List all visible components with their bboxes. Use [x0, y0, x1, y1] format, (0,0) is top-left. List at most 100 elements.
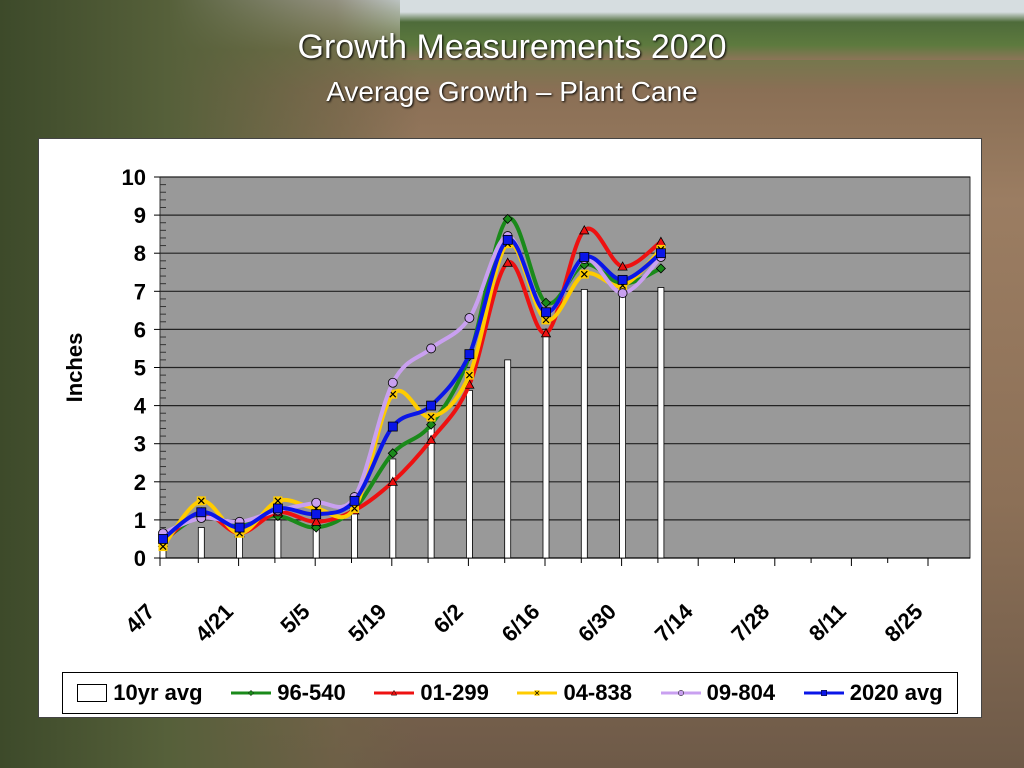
x-tick-label: 6/30	[573, 599, 621, 647]
point-96-540	[502, 213, 513, 224]
legend-label: 09-804	[706, 680, 776, 705]
bar-10yr-avg	[389, 458, 397, 559]
series-2020-avg	[158, 234, 666, 544]
x-tick-label: 6/16	[497, 599, 545, 647]
point-2020-avg	[387, 421, 398, 432]
y-tick-label: 3	[134, 432, 146, 457]
point-01-299	[540, 327, 552, 338]
legend-label: 2020 avg	[849, 680, 943, 705]
legend-item-01-299: 01-299	[374, 680, 489, 706]
point-04-838-cross	[465, 371, 473, 379]
bar-10yr-avg	[657, 287, 665, 559]
legend-marker-shape	[820, 690, 827, 696]
point-04-838-cross	[580, 270, 588, 278]
bar-10yr-avg	[542, 332, 550, 559]
point-2020-avg	[502, 234, 513, 245]
point-96-540	[387, 448, 398, 459]
y-tick-label: 6	[134, 317, 146, 342]
legend-label: 01-299	[420, 680, 489, 705]
legend-marker-shape	[248, 689, 255, 697]
legend-marker	[248, 689, 255, 697]
point-96-540	[426, 419, 437, 430]
legend-marker	[391, 689, 398, 696]
point-04-838-cross	[197, 497, 205, 505]
point-2020-avg	[617, 274, 628, 285]
x-tick-label: 5/5	[275, 599, 314, 638]
bar-10yr-avg	[351, 511, 358, 559]
legend-marker-shape	[677, 690, 684, 696]
line-swatch-icon	[374, 689, 415, 696]
chart-legend: 10yr avg 96-540 01-299 04-838 09-804 202…	[62, 672, 958, 714]
point-09-804	[311, 497, 322, 508]
y-tick-label: 9	[134, 203, 146, 228]
x-tick-label: 5/19	[343, 599, 391, 647]
y-tick-label: 7	[134, 279, 146, 304]
x-tick-label: 4/21	[190, 599, 238, 647]
legend-item-96-540: 96-540	[231, 680, 346, 706]
point-2020-avg	[311, 509, 322, 520]
background-tree-line	[400, 0, 1024, 60]
point-2020-avg	[349, 495, 360, 506]
legend-label: 10yr avg	[113, 680, 203, 705]
legend-item-10yr-avg: 10yr avg	[77, 680, 203, 706]
line-swatch-icon	[231, 689, 272, 697]
x-tick-label: 8/25	[880, 599, 928, 647]
x-tick-label: 6/2	[429, 599, 468, 638]
point-2020-avg	[158, 534, 168, 544]
point-01-299	[617, 261, 628, 271]
point-04-838-cross	[427, 413, 435, 421]
legend-item-2020-avg: 2020 avg	[803, 680, 943, 706]
y-tick-label: 2	[134, 470, 146, 495]
line-swatch-icon	[660, 690, 701, 696]
bar-10yr-avg	[236, 534, 244, 559]
point-96-540	[655, 263, 666, 274]
bar-10yr-avg	[580, 288, 588, 559]
legend-label: 96-540	[277, 680, 346, 705]
point-04-838-cross	[351, 505, 358, 512]
point-09-804	[387, 377, 398, 388]
point-96-540	[540, 297, 552, 308]
x-tick-label: 8/11	[804, 599, 851, 646]
x-tick-label: 4/7	[120, 599, 159, 638]
slide-title: Growth Measurements 2020	[297, 28, 727, 66]
bar-10yr-avg	[197, 527, 205, 559]
y-tick-label: 1	[134, 508, 146, 533]
point-04-838-cross	[159, 543, 167, 550]
bar-swatch-icon	[77, 684, 108, 702]
legend-marker	[677, 690, 684, 696]
point-09-804	[426, 343, 437, 354]
point-04-838-cross	[542, 316, 550, 324]
line-swatch-icon	[517, 690, 558, 696]
point-2020-avg	[234, 522, 245, 533]
point-2020-avg	[272, 503, 283, 514]
point-01-299	[387, 476, 398, 486]
x-tick-label: 7/28	[726, 599, 774, 647]
point-01-299	[425, 434, 437, 444]
legend-marker	[534, 690, 541, 696]
legend-label: 04-838	[563, 680, 632, 705]
y-tick-label: 0	[134, 546, 146, 571]
point-2020-avg	[196, 507, 207, 518]
y-tick-label: 8	[134, 241, 146, 266]
bar-10yr-avg	[619, 290, 626, 559]
legend-marker	[820, 690, 827, 696]
point-2020-avg	[541, 307, 551, 318]
y-tick-label: 5	[134, 356, 146, 381]
point-09-804	[617, 288, 628, 299]
y-tick-label: 10	[122, 165, 146, 190]
y-axis-label: Inches	[62, 333, 87, 403]
point-04-838-cross	[274, 497, 282, 505]
legend-marker-shape-cross	[535, 690, 540, 696]
point-2020-avg	[464, 349, 475, 360]
point-09-804	[464, 313, 475, 323]
bar-10yr-avg	[504, 359, 512, 559]
legend-marker-shape	[391, 689, 398, 696]
slide-subtitle: Average Growth – Plant Cane	[326, 76, 698, 107]
point-2020-avg	[656, 248, 666, 259]
point-2020-avg	[579, 252, 590, 262]
legend-item-09-804: 09-804	[660, 680, 776, 706]
y-tick-label: 4	[134, 394, 147, 419]
point-01-299	[311, 516, 322, 526]
bar-10yr-avg	[274, 519, 282, 559]
